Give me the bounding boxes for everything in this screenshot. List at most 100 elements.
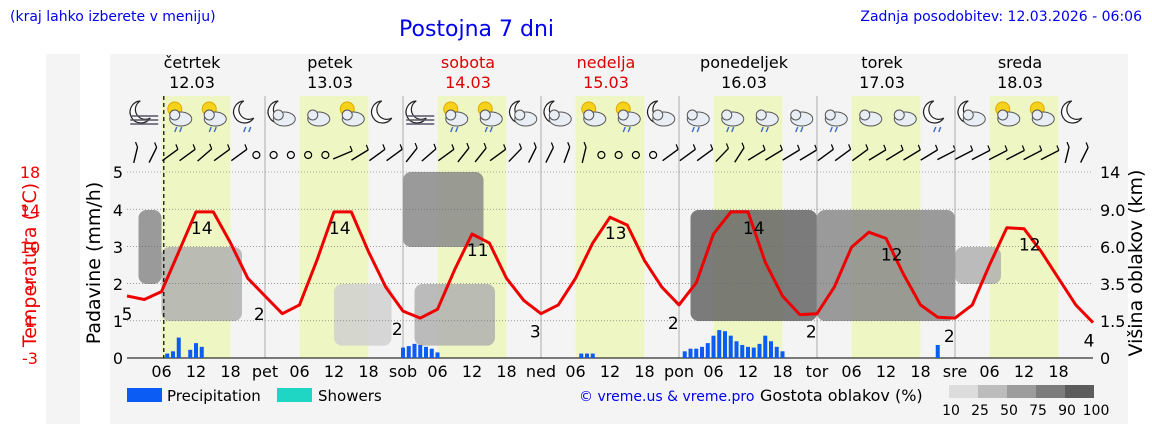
day-date: 17.03 bbox=[859, 73, 905, 92]
wind-barb-tick bbox=[503, 144, 507, 150]
precipitation-bar bbox=[769, 341, 773, 358]
x-tick: 06 bbox=[565, 362, 585, 381]
wind-barb bbox=[834, 148, 852, 162]
moon-cloud-icon bbox=[267, 100, 296, 127]
rain-drop bbox=[622, 126, 626, 133]
wind-barb-tick bbox=[779, 144, 783, 151]
calm-wind-mark bbox=[252, 150, 261, 160]
density-level-label: 100 bbox=[1083, 403, 1110, 419]
precipitation-legend-label: Precipitation bbox=[167, 387, 261, 405]
wind-barb bbox=[489, 148, 507, 162]
cloud-puff bbox=[859, 109, 871, 121]
wind-barb-tick bbox=[154, 142, 158, 148]
cloud-puff bbox=[479, 109, 491, 121]
temperature-label: 2 bbox=[392, 320, 403, 340]
moon-shape bbox=[1060, 100, 1083, 124]
x-tick: 06 bbox=[289, 362, 309, 381]
cloud-rain-icon bbox=[686, 109, 710, 133]
cloud-height-tick: 6.0 bbox=[1100, 238, 1125, 257]
precipitation-bar bbox=[424, 346, 428, 358]
wind-barb-tick bbox=[244, 144, 248, 150]
precipitation-bar bbox=[401, 347, 405, 358]
wind-barb bbox=[213, 148, 231, 162]
x-tick: 12 bbox=[876, 362, 896, 381]
day-date: 16.03 bbox=[721, 73, 767, 92]
cloud-density-label: Gostota oblakov (%) bbox=[760, 386, 923, 405]
moon-shape bbox=[129, 100, 151, 124]
precipitation-bar bbox=[740, 344, 745, 358]
density-level-label: 90 bbox=[1058, 403, 1076, 419]
rain-drop bbox=[760, 126, 764, 133]
cloud-rain-icon bbox=[755, 109, 779, 133]
precipitation-bar bbox=[935, 344, 940, 358]
calm-wind-mark bbox=[286, 150, 295, 160]
cloud-layer bbox=[403, 172, 484, 247]
wind-barb-tick bbox=[399, 144, 403, 150]
wind-barb-tick bbox=[675, 144, 679, 150]
wind-barb-tick bbox=[934, 144, 939, 151]
x-tick: 18 bbox=[1048, 362, 1068, 381]
precipitation-bar bbox=[757, 343, 762, 358]
cloud-puff bbox=[721, 109, 733, 121]
day-date: 14.03 bbox=[445, 73, 491, 92]
cloud-puff bbox=[341, 109, 353, 121]
precipitation-bar bbox=[429, 348, 434, 358]
wind-barb bbox=[799, 149, 818, 161]
cloud-height-tick: 9.0 bbox=[1100, 201, 1125, 220]
showers-swatch bbox=[277, 388, 312, 402]
wind-barb-tick bbox=[382, 144, 386, 150]
wind-barb bbox=[179, 148, 196, 162]
precipitation-swatch bbox=[127, 388, 162, 402]
temperature-label: 14 bbox=[743, 219, 765, 239]
wind-barb bbox=[1040, 149, 1060, 161]
temperature-tick: 10 bbox=[20, 238, 40, 257]
sun-cloud-icon bbox=[339, 101, 365, 127]
credit-text: © vreme.us & vreme.pro bbox=[579, 389, 754, 405]
x-tick: ned bbox=[526, 362, 556, 381]
precipitation-bar bbox=[694, 348, 699, 358]
showers-legend-label: Showers bbox=[318, 387, 382, 405]
calm-wind-mark bbox=[597, 150, 606, 160]
moon-cloud-icon bbox=[543, 100, 572, 127]
day-name: četrtek bbox=[164, 53, 222, 72]
temperature-label: 3 bbox=[530, 323, 541, 343]
rain-drop bbox=[938, 126, 942, 133]
precipitation-bar bbox=[171, 351, 175, 358]
precipitation-bar bbox=[780, 351, 785, 358]
wind-barb-tick bbox=[583, 141, 587, 148]
x-tick: 12 bbox=[738, 362, 758, 381]
day-name: petek bbox=[307, 53, 353, 72]
sun-cloud-icon bbox=[995, 101, 1021, 127]
moon-rain-icon bbox=[922, 100, 945, 133]
wind-barb-tick bbox=[518, 143, 522, 149]
wind-barb-tick bbox=[227, 144, 231, 150]
cloud-icon bbox=[859, 109, 883, 127]
rain-drop bbox=[455, 126, 459, 133]
cloud-puff bbox=[272, 109, 284, 121]
wind-barb-tick bbox=[796, 144, 801, 151]
cloud-layer bbox=[955, 247, 1001, 284]
density-level-label: 75 bbox=[1029, 403, 1047, 419]
temperature-label: 11 bbox=[467, 241, 489, 261]
x-tick: 18 bbox=[772, 362, 792, 381]
wind-barb-tick bbox=[1056, 145, 1060, 151]
wind-barb bbox=[1023, 149, 1042, 161]
wind-barb bbox=[545, 147, 555, 163]
sun-cloud-rain-icon bbox=[443, 101, 469, 133]
temperature-tick: 5 bbox=[25, 275, 35, 294]
wind-barb bbox=[765, 149, 783, 161]
density-swatch bbox=[949, 385, 978, 398]
density-swatch bbox=[1007, 385, 1036, 398]
precipitation-bar bbox=[705, 343, 710, 358]
wind-barb bbox=[386, 148, 403, 162]
precipitation-tick: 0 bbox=[113, 349, 123, 368]
wind-barb bbox=[421, 148, 437, 162]
wind-barb-tick bbox=[970, 145, 974, 151]
cloud-height-tick: 1.5 bbox=[1100, 312, 1125, 331]
cloud-rain-icon bbox=[790, 109, 814, 133]
precipitation-bar bbox=[734, 341, 739, 358]
cloud-layer bbox=[414, 284, 495, 346]
precipitation-bar bbox=[688, 348, 693, 358]
